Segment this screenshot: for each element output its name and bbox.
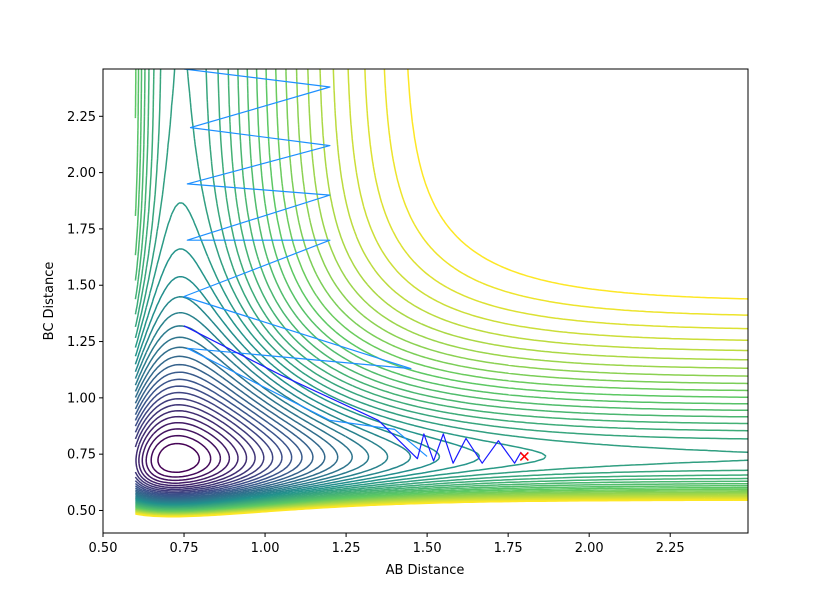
- contour-level: [141, 421, 231, 484]
- contour-level: [157, 442, 201, 474]
- contour-level: [145, 428, 222, 482]
- contour-level: [134, 296, 412, 505]
- x-tick-label: 2.00: [575, 541, 604, 556]
- y-tick-label: 2.25: [67, 110, 96, 125]
- x-tick-label: 1.25: [332, 541, 361, 556]
- end-marker-group: [519, 451, 529, 461]
- x-tick-label: 2.25: [656, 541, 685, 556]
- y-tick-label: 0.75: [67, 448, 96, 463]
- y-tick-label: 1.00: [67, 391, 96, 406]
- contour-level: [134, 336, 353, 502]
- x-tick-label: 0.50: [89, 541, 118, 556]
- contour-level: [134, 248, 481, 506]
- x-tick-label: 1.00: [251, 541, 280, 556]
- y-tick-label: 2.00: [67, 166, 96, 181]
- y-tick-label: 1.25: [67, 335, 96, 350]
- x-tick-label: 1.50: [413, 541, 442, 556]
- contour-level: [135, 69, 748, 518]
- contour-level: [134, 202, 547, 507]
- y-tick-label: 0.50: [67, 504, 96, 519]
- x-tick-label: 1.75: [494, 541, 523, 556]
- contour-level: [134, 371, 303, 498]
- contour-level: [150, 434, 212, 478]
- end-marker: [519, 451, 529, 461]
- x-axis-ticks: 0.50 0.75 1.00 1.25 1.50 1.75 2.00 2.25: [89, 533, 685, 556]
- contour-level: [134, 378, 293, 497]
- contour-level: [134, 325, 370, 503]
- trajectory-lines: [183, 69, 522, 464]
- contour-level: [135, 409, 248, 489]
- x-tick-label: 0.75: [170, 541, 199, 556]
- y-axis-label: BC Distance: [42, 262, 57, 341]
- y-tick-label: 1.50: [67, 279, 96, 294]
- trajectory-line: [183, 325, 522, 464]
- contour-level: [134, 363, 314, 499]
- y-tick-label: 1.75: [67, 222, 96, 237]
- trajectory-line: [183, 69, 428, 457]
- contour-level: [134, 355, 326, 500]
- contour-level: [134, 391, 274, 494]
- contour-level: [134, 397, 265, 492]
- x-axis-label: AB Distance: [386, 563, 465, 578]
- contour-level: [134, 385, 283, 495]
- contour-level: [138, 415, 239, 487]
- plot-frame: [102, 68, 749, 534]
- y-axis-ticks: 0.50 0.75 1.00 1.25 1.50 1.75 2.00 2.25: [67, 110, 103, 519]
- contour-level: [134, 346, 339, 501]
- contour-level: [134, 404, 256, 491]
